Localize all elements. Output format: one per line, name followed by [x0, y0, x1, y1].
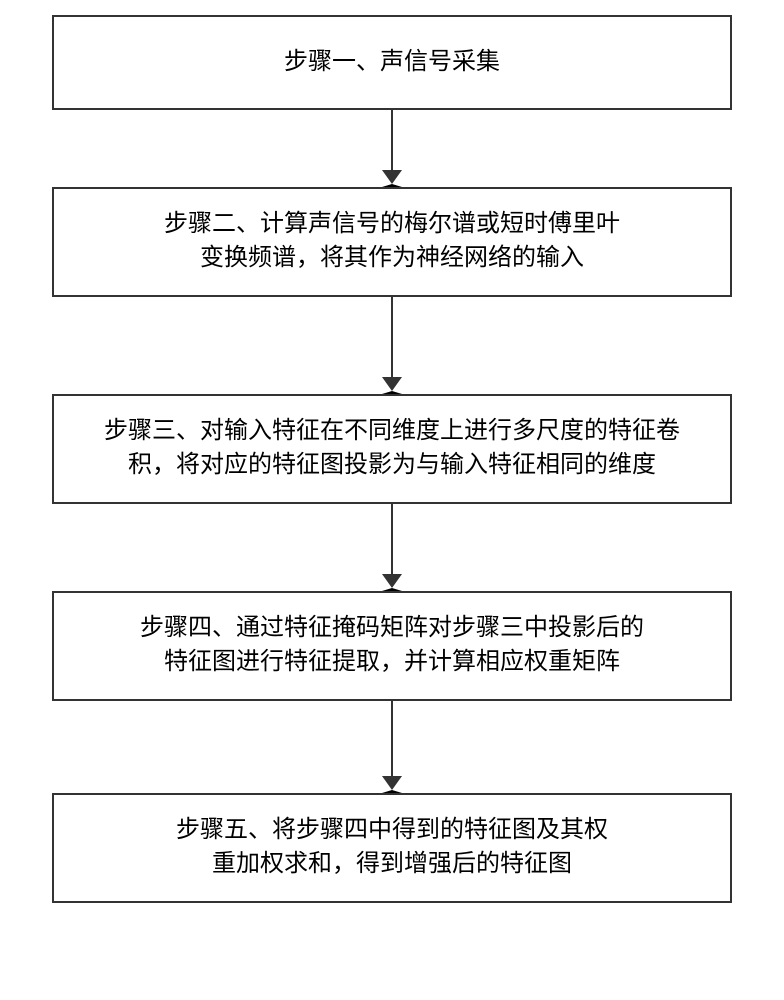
flowchart-arrow — [382, 110, 402, 187]
arrow-line — [391, 110, 393, 170]
flowchart-node-step3: 步骤三、对输入特征在不同维度上进行多尺度的特征卷 积，将对应的特征图投影为与输入… — [52, 394, 732, 504]
arrow-line — [391, 504, 393, 574]
arrow-head-icon — [382, 574, 402, 591]
node-label: 步骤一、声信号采集 — [284, 46, 500, 80]
flowchart-container: 步骤一、声信号采集步骤二、计算声信号的梅尔谱或短时傅里叶 变换频谱，将其作为神经… — [0, 0, 784, 903]
node-label: 步骤四、通过特征掩码矩阵对步骤三中投影后的 特征图进行特征提取，并计算相应权重矩… — [140, 612, 644, 679]
flowchart-node-step4: 步骤四、通过特征掩码矩阵对步骤三中投影后的 特征图进行特征提取，并计算相应权重矩… — [52, 591, 732, 701]
node-label: 步骤二、计算声信号的梅尔谱或短时傅里叶 变换频谱，将其作为神经网络的输入 — [164, 208, 620, 275]
node-label: 步骤五、将步骤四中得到的特征图及其权 重加权求和，得到增强后的特征图 — [176, 814, 608, 881]
node-label: 步骤三、对输入特征在不同维度上进行多尺度的特征卷 积，将对应的特征图投影为与输入… — [104, 415, 680, 482]
arrow-head-icon — [382, 377, 402, 394]
flowchart-arrow — [382, 701, 402, 793]
flowchart-arrow — [382, 504, 402, 591]
flowchart-node-step2: 步骤二、计算声信号的梅尔谱或短时傅里叶 变换频谱，将其作为神经网络的输入 — [52, 187, 732, 297]
arrow-line — [391, 297, 393, 377]
flowchart-node-step1: 步骤一、声信号采集 — [52, 15, 732, 110]
arrow-head-icon — [382, 776, 402, 793]
flowchart-node-step5: 步骤五、将步骤四中得到的特征图及其权 重加权求和，得到增强后的特征图 — [52, 793, 732, 903]
arrow-head-icon — [382, 170, 402, 187]
arrow-line — [391, 701, 393, 776]
flowchart-arrow — [382, 297, 402, 394]
